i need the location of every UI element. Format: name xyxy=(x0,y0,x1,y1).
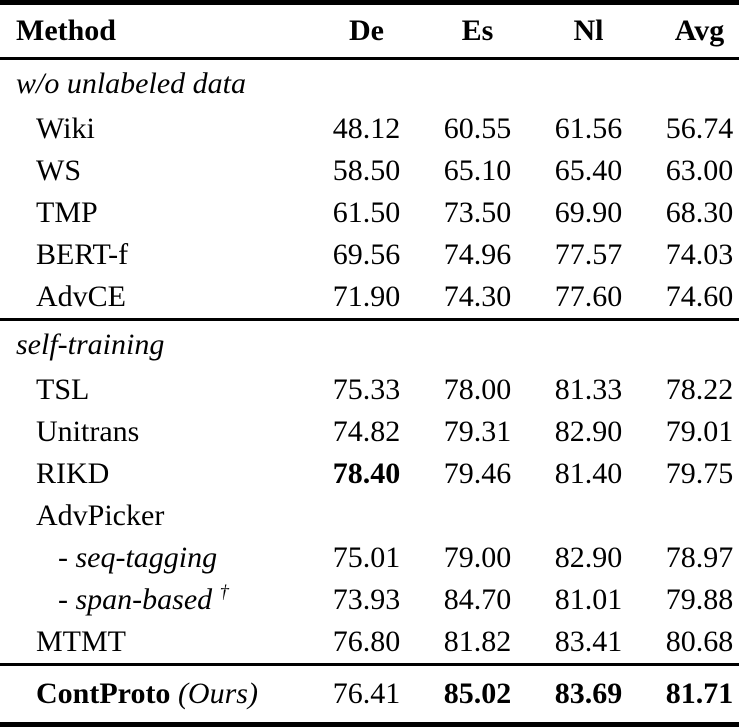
method-cell: ContProto (Ours) xyxy=(0,663,311,725)
column-header-de: De xyxy=(311,2,422,60)
value-cell: 79.75 xyxy=(665,457,734,490)
table-row: TMP 61.50 73.50 69.90 68.30 xyxy=(0,192,739,234)
value-cell: 68.30 xyxy=(665,196,734,229)
value-cell: 74.82 xyxy=(332,415,401,448)
value-cell: 75.33 xyxy=(332,373,401,406)
ours-label: (Ours) xyxy=(177,677,258,710)
value-cell: 77.57 xyxy=(554,238,623,271)
value-cell: 65.10 xyxy=(443,154,512,187)
footer-row: ContProto (Ours) 76.41 85.02 83.69 81.71 xyxy=(0,663,739,725)
header-row: Method De Es Nl Avg xyxy=(0,2,739,60)
value-cell: 63.00 xyxy=(665,154,734,187)
value-cell: 84.70 xyxy=(443,583,512,616)
method-cell: Wiki xyxy=(36,112,95,145)
method-cell: WS xyxy=(36,154,81,187)
method-cell: MTMT xyxy=(36,625,126,658)
value-cell: 81.82 xyxy=(443,625,512,658)
value-cell: 81.40 xyxy=(554,457,623,490)
value-cell: 79.31 xyxy=(443,415,512,448)
method-cell: AdvPicker xyxy=(36,499,165,532)
table-row: Unitrans 74.82 79.31 82.90 79.01 xyxy=(0,411,739,453)
method-cell: TSL xyxy=(36,373,90,406)
value-cell: 78.40 xyxy=(332,457,401,490)
dagger-footnote-marker: † xyxy=(219,582,229,603)
column-header-method: Method xyxy=(0,2,311,60)
value-cell: 79.00 xyxy=(443,541,512,574)
value-cell: 65.40 xyxy=(554,154,623,187)
value-cell: 58.50 xyxy=(332,154,401,187)
value-cell: 78.00 xyxy=(443,373,512,406)
value-cell: 85.02 xyxy=(422,663,533,725)
value-cell: 79.88 xyxy=(665,583,734,616)
value-cell xyxy=(422,495,533,537)
table-body: w/o unlabeled data Wiki 48.12 60.55 61.56 56.… xyxy=(0,59,739,725)
column-header-avg: Avg xyxy=(644,2,739,60)
value-cell xyxy=(533,495,644,537)
value-cell: 81.71 xyxy=(644,663,739,725)
value-cell: 73.93 xyxy=(332,583,401,616)
value-cell: 78.97 xyxy=(665,541,734,574)
value-cell: 74.96 xyxy=(443,238,512,271)
section-header-row: w/o unlabeled data xyxy=(0,59,739,109)
table-row: - seq-tagging 75.01 79.00 82.90 78.97 xyxy=(0,537,739,579)
value-cell: 82.90 xyxy=(554,541,623,574)
value-cell: 83.41 xyxy=(554,625,623,658)
table-row: RIKD 78.40 79.46 81.40 79.75 xyxy=(0,453,739,495)
column-header-nl: Nl xyxy=(533,2,644,60)
footer-method-name: ContProto xyxy=(36,677,171,710)
table-row: AdvPicker xyxy=(0,495,739,537)
value-cell: 81.01 xyxy=(554,583,623,616)
value-cell: 81.33 xyxy=(554,373,623,406)
value-cell: 79.46 xyxy=(443,457,512,490)
table-row: MTMT 76.80 81.82 83.41 80.68 xyxy=(0,621,739,665)
value-cell: 48.12 xyxy=(332,112,401,145)
method-cell: Unitrans xyxy=(36,415,140,448)
table-row: AdvCE 71.90 74.30 77.60 74.60 xyxy=(0,276,739,320)
value-cell: 80.68 xyxy=(665,625,734,658)
value-cell: 73.50 xyxy=(443,196,512,229)
table-row: WS 58.50 65.10 65.40 63.00 xyxy=(0,150,739,192)
value-cell: 82.90 xyxy=(554,415,623,448)
section-label: w/o unlabeled data xyxy=(16,67,246,100)
value-cell: 74.60 xyxy=(665,280,734,313)
value-cell xyxy=(311,495,422,537)
value-cell: 71.90 xyxy=(332,280,401,313)
value-cell: 61.56 xyxy=(554,112,623,145)
method-cell: - span-based † xyxy=(58,582,229,616)
table-row: TSL 75.33 78.00 81.33 78.22 xyxy=(0,369,739,411)
method-cell: RIKD xyxy=(36,457,110,490)
value-cell: 69.90 xyxy=(554,196,623,229)
table-row: BERT-f 69.56 74.96 77.57 74.03 xyxy=(0,234,739,276)
value-cell: 79.01 xyxy=(665,415,734,448)
table-header: Method De Es Nl Avg xyxy=(0,2,739,60)
value-cell: 74.30 xyxy=(443,280,512,313)
method-cell: - seq-tagging xyxy=(58,541,218,574)
value-cell: 61.50 xyxy=(332,196,401,229)
value-cell: 60.55 xyxy=(443,112,512,145)
method-cell: TMP xyxy=(36,196,98,229)
value-cell: 75.01 xyxy=(332,541,401,574)
value-cell: 76.80 xyxy=(332,625,401,658)
value-cell: 77.60 xyxy=(554,280,623,313)
method-cell: BERT-f xyxy=(36,238,129,271)
table-row: - span-based † 73.93 84.70 81.01 79.88 xyxy=(0,579,739,621)
value-cell: 83.69 xyxy=(533,663,644,725)
method-cell: AdvCE xyxy=(36,280,126,313)
value-cell: 69.56 xyxy=(332,238,401,271)
value-cell: 74.03 xyxy=(665,238,734,271)
value-cell: 78.22 xyxy=(665,373,734,406)
table-row: Wiki 48.12 60.55 61.56 56.74 xyxy=(0,108,739,150)
column-header-es: Es xyxy=(422,2,533,60)
value-cell xyxy=(644,495,739,537)
section-header-row: self-training xyxy=(0,318,739,369)
section-label: self-training xyxy=(0,318,739,369)
value-cell: 56.74 xyxy=(665,112,734,145)
value-cell: 76.41 xyxy=(311,663,422,725)
